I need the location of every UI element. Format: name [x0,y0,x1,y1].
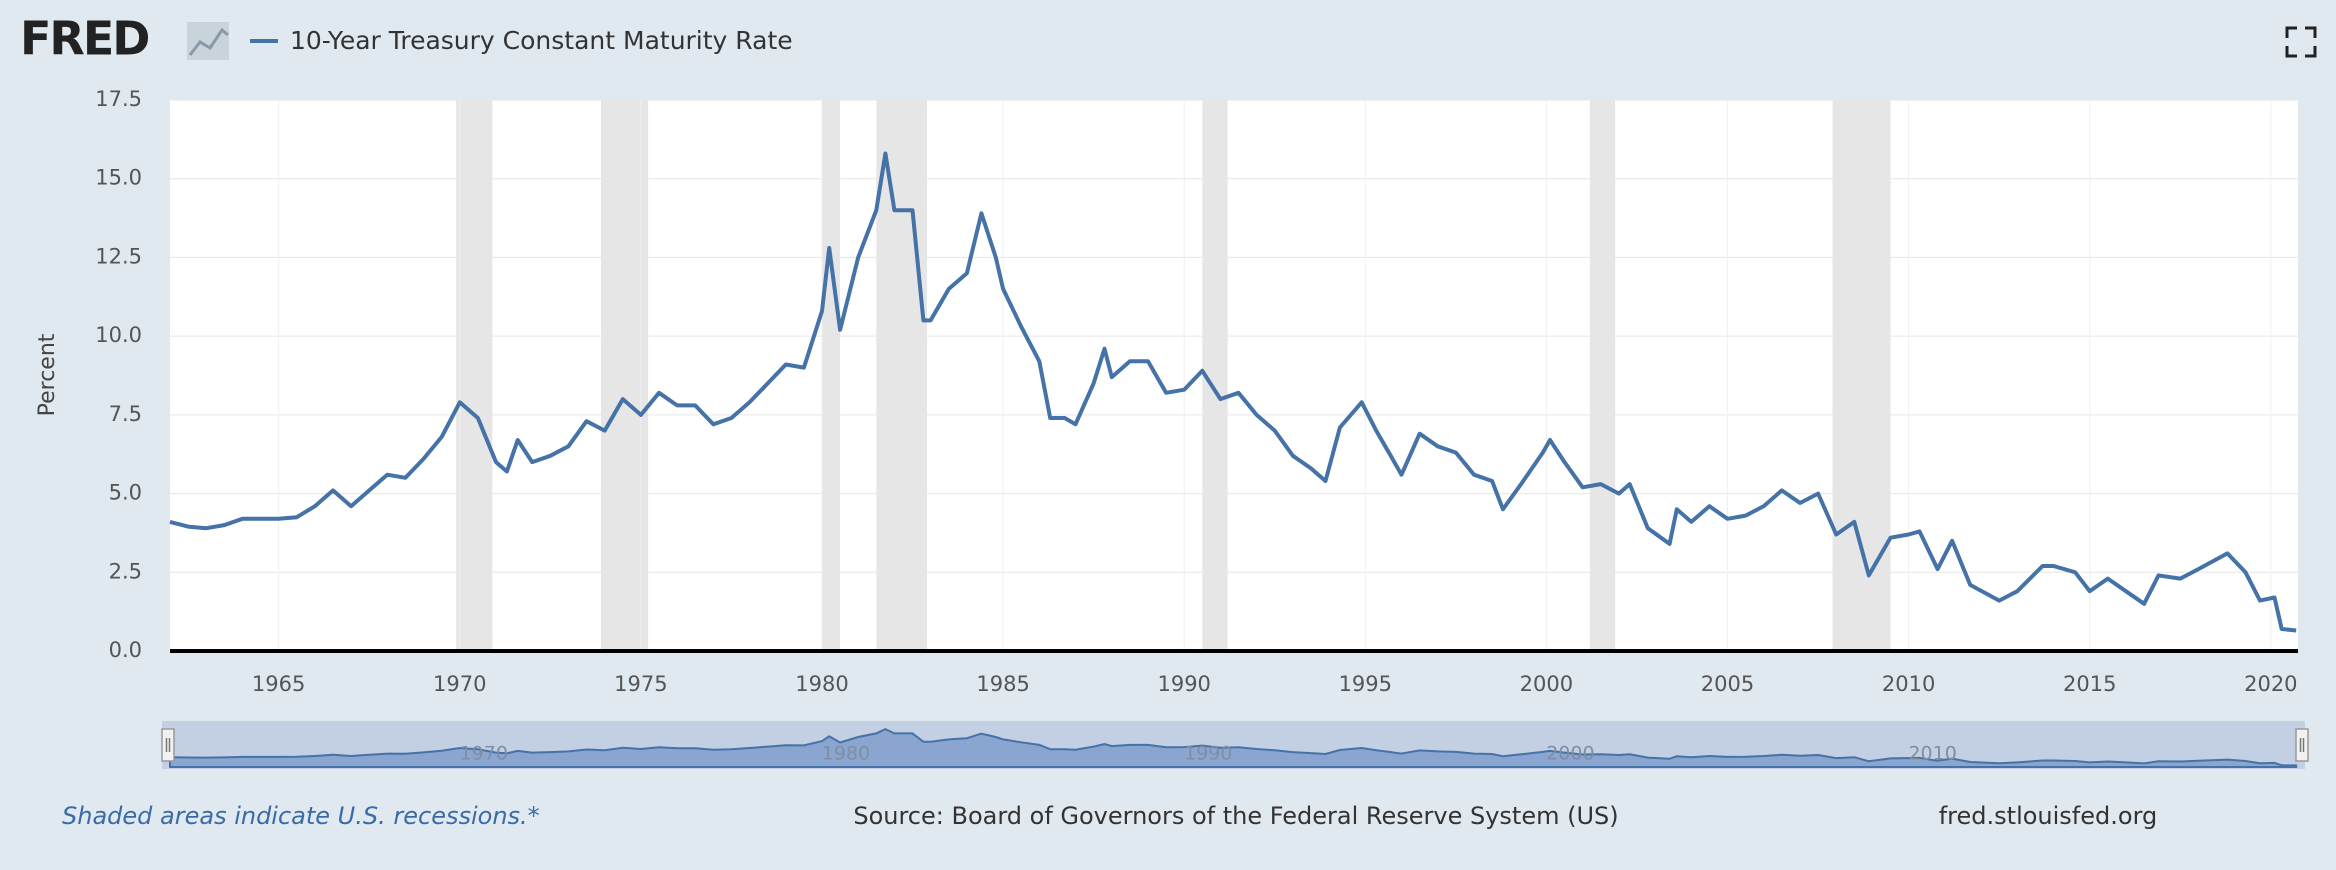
x-tick-label: 1965 [252,672,305,696]
x-tick-label: 2005 [1701,672,1754,696]
x-tick-label: 2020 [2244,672,2297,696]
source: Source: Board of Governors of the Federa… [853,802,1618,830]
x-tick-label: 2000 [1520,672,1573,696]
x-tick-label: 1985 [976,672,1029,696]
x-tick-label: 1975 [614,672,667,696]
recession-band [456,100,493,651]
recession-note[interactable]: Shaded areas indicate U.S. recessions.* [62,802,540,830]
x-tick-label: 1990 [1157,672,1210,696]
navigator-tick-label: 2000 [1546,743,1594,765]
site[interactable]: fred.stlouisfed.org [1939,802,2158,830]
recession-band [876,100,928,651]
navigator-handle[interactable] [161,728,175,762]
y-tick-label: 17.5 [95,87,142,111]
navigator-tick-label: 1970 [460,743,508,765]
y-tick-label: 12.5 [95,244,142,268]
fullscreen-icon[interactable] [2285,26,2317,58]
y-tick-label: 7.5 [109,402,142,426]
y-tick-label: 15.0 [95,166,142,190]
x-tick-label: 1995 [1339,672,1392,696]
handle [161,728,175,762]
navigator-tick-label: 1990 [1184,743,1232,765]
y-axis-label: Percent [35,333,60,416]
y-tick-label: 2.5 [109,559,142,583]
recession-band [1832,100,1891,651]
y-tick-label: 0.0 [109,638,142,662]
navigator-tick-label: 1980 [822,743,870,765]
navigator-handle[interactable] [2295,728,2309,762]
legend-label[interactable]: 10-Year Treasury Constant Maturity Rate [290,26,793,55]
recession-band [1589,100,1616,651]
x-tick-label: 1970 [433,672,486,696]
x-tick-label: 2015 [2063,672,2116,696]
recession-band [601,100,649,651]
logo-icon [187,22,229,60]
y-tick-label: 5.0 [109,481,142,505]
handle [2295,728,2309,762]
x-tick-label: 1980 [795,672,848,696]
data-line [169,151,2297,633]
y-tick-label: 10.0 [95,323,142,347]
navigator-area [169,727,2298,768]
recession-band [821,100,841,651]
logo: FRED [20,12,148,66]
navigator-tick-label: 2010 [1908,743,1956,765]
x-tick-label: 2010 [1882,672,1935,696]
